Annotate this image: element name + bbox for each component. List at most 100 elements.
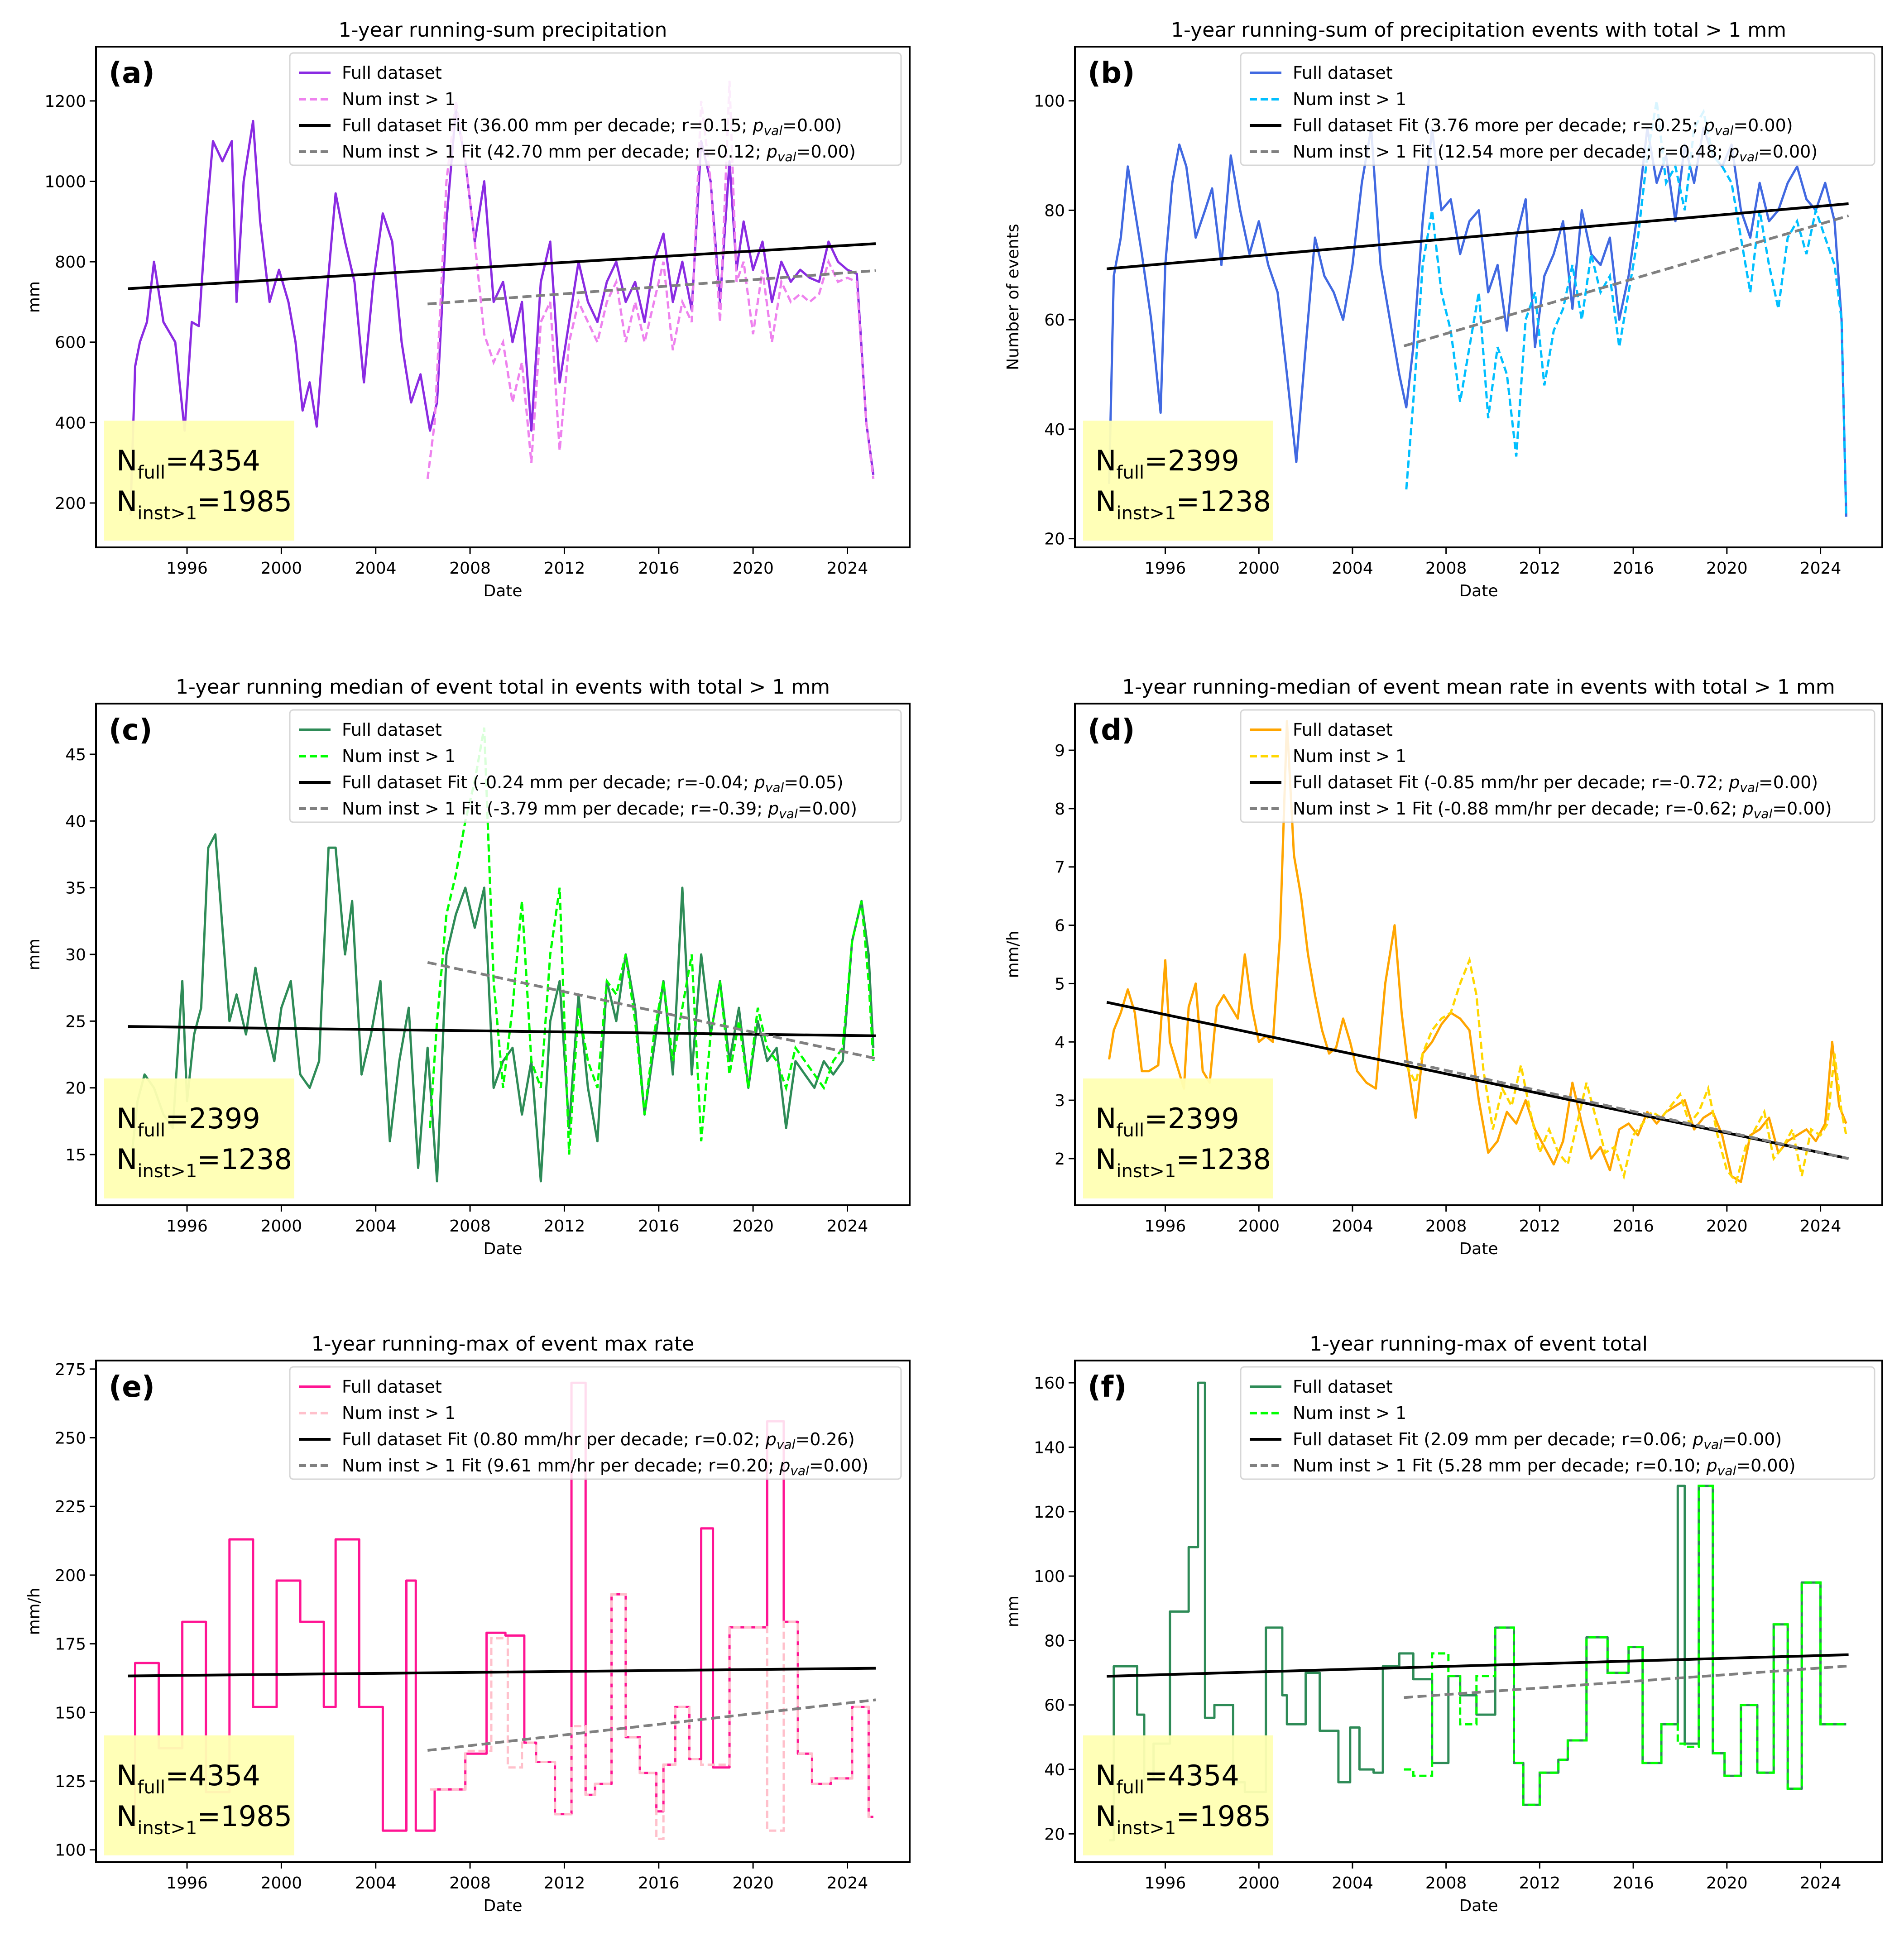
legend-label: Num inst > 1 Fit (-0.88 mm/hr per decade…	[1293, 799, 1832, 821]
n-full-value: =2399	[165, 1102, 260, 1135]
panel-letter: (d)	[1088, 714, 1135, 747]
y-tick-label: 5	[1055, 975, 1065, 993]
y-tick-label: 600	[55, 334, 86, 352]
n-full-value: =4354	[165, 1759, 260, 1792]
x-tick-label: 2008	[449, 1874, 491, 1893]
x-tick-label: 2016	[638, 559, 680, 578]
x-tick-label: 2012	[1519, 1217, 1561, 1236]
legend-box	[289, 709, 902, 823]
x-tick-label: 2000	[261, 1217, 302, 1236]
x-tick-label: 2004	[355, 559, 397, 578]
x-tick-label: 2004	[1332, 1217, 1373, 1236]
x-tick-label: 1996	[1145, 559, 1186, 578]
legend-box	[289, 52, 902, 166]
n-inst-label: Ninst>1=1238	[116, 1143, 292, 1182]
y-tick-label: 80	[1044, 1632, 1065, 1650]
sample-count-background	[1083, 1735, 1273, 1855]
x-tick-label: 2016	[638, 1874, 680, 1893]
y-tick-label: 200	[55, 1567, 86, 1585]
fit-line-full-dataset	[128, 242, 876, 290]
y-tick-label: 40	[65, 812, 86, 831]
x-tick-label: 2024	[827, 1874, 868, 1893]
y-tick-label: 35	[65, 879, 86, 898]
fit-line-num-inst	[1403, 214, 1849, 348]
n-inst-label: Ninst>1=1238	[1095, 1143, 1271, 1182]
x-tick-label: 2020	[1706, 1217, 1748, 1236]
n-full-value: =2399	[1144, 444, 1239, 477]
legend-label: Full dataset	[342, 1377, 442, 1397]
legend-label: Full dataset	[1293, 63, 1393, 83]
legend: Full dataset Num inst > 1 Full dataset Fit…	[1240, 52, 1875, 166]
series-num-inst-gt-1	[1405, 956, 1847, 1184]
sample-count-background	[1083, 421, 1273, 541]
x-tick-label: 2012	[1519, 559, 1561, 578]
panel-title: 1-year running-sum of precipitation even…	[1171, 19, 1786, 42]
legend: Full dataset Num inst > 1 Full dataset Fit…	[289, 52, 902, 166]
fit-line-full-dataset	[1107, 202, 1849, 270]
plot-area	[128, 727, 876, 1183]
legend-item-inst-fit: Num inst > 1 Fit (5.28 mm per decade; r=…	[1250, 1456, 1796, 1478]
legend-label: Num inst > 1 Fit (12.54 more per decade;…	[1293, 142, 1818, 164]
n-full-label: Nfull=4354	[116, 444, 260, 483]
legend-item-num-inst: Num inst > 1	[299, 89, 456, 109]
legend-item-full-dataset: Full dataset	[1250, 720, 1393, 740]
panel-f: 1-year running-max of event total 20 40 60 8…	[1004, 1332, 1883, 1915]
panel-letter: (c)	[109, 714, 152, 747]
y-tick-label: 4	[1055, 1033, 1065, 1052]
y-tick-label: 25	[65, 1012, 86, 1031]
legend-box	[289, 1366, 902, 1480]
panel-title: 1-year running-max of event max rate	[312, 1332, 695, 1356]
n-full-label: Nfull=4354	[116, 1759, 260, 1798]
panel-letter: (e)	[109, 1371, 155, 1404]
legend-label: Num inst > 1	[1293, 746, 1406, 766]
n-full-label: Nfull=2399	[1095, 1102, 1239, 1141]
y-tick-label: 20	[1044, 530, 1065, 549]
legend-item-full-fit: Full dataset Fit (3.76 more per decade; …	[1250, 115, 1793, 138]
y-tick-label: 20	[1044, 1825, 1065, 1844]
y-tick-label: 15	[65, 1146, 86, 1164]
x-axis-label: Date	[483, 1897, 522, 1915]
y-tick-label: 175	[55, 1635, 86, 1654]
legend-item-num-inst: Num inst > 1	[1250, 89, 1406, 109]
y-tick-label: 225	[55, 1498, 86, 1516]
fit-line-full-dataset	[128, 1025, 876, 1037]
panel-title: 1-year running-max of event total	[1309, 1332, 1648, 1356]
axes-frame	[1074, 46, 1883, 548]
y-tick-label: 275	[55, 1361, 86, 1379]
panel-title: 1-year running median of event total in …	[176, 676, 830, 699]
legend-box	[1240, 52, 1875, 166]
n-full-value: =2399	[1144, 1102, 1239, 1135]
legend-label: Num inst > 1 Fit (42.70 mm per decade; r…	[342, 142, 856, 164]
x-tick-label: 2012	[544, 1874, 585, 1893]
y-tick-label: 30	[65, 946, 86, 964]
n-inst-value: =1985	[197, 1800, 292, 1833]
y-tick-label: 20	[65, 1079, 86, 1098]
y-tick-label: 100	[1034, 92, 1065, 111]
y-tick-label: 60	[1044, 311, 1065, 330]
x-tick-label: 2008	[1425, 1874, 1467, 1893]
y-tick-label: 3	[1055, 1092, 1065, 1110]
y-tick-label: 6	[1055, 917, 1065, 935]
legend-label: Num inst > 1	[342, 89, 456, 109]
legend-box	[1240, 709, 1875, 823]
sample-count-background	[1083, 1078, 1273, 1198]
x-tick-label: 2020	[732, 559, 774, 578]
panel-a: 1-year running-sum precipitation 200 400 60…	[25, 19, 911, 600]
x-tick-label: 2024	[1800, 559, 1842, 578]
legend: Full dataset Num inst > 1 Full dataset Fit…	[1240, 1366, 1875, 1480]
n-inst-value: =1238	[197, 1143, 292, 1176]
panel-title: 1-year running-median of event mean rate…	[1122, 676, 1835, 699]
plot-area	[128, 81, 876, 515]
legend-label: Full dataset Fit (-0.24 mm per decade; r…	[342, 772, 844, 795]
legend-label: Full dataset Fit (36.00 mm per decade; r…	[342, 115, 842, 138]
y-tick-label: 45	[65, 746, 86, 764]
legend-label: Num inst > 1	[1293, 1403, 1406, 1423]
series-num-inst-gt-1	[429, 727, 875, 1155]
x-tick-label: 2000	[261, 559, 302, 578]
x-axis-label: Date	[483, 1240, 522, 1258]
legend-item-full-dataset: Full dataset	[1250, 1377, 1393, 1397]
